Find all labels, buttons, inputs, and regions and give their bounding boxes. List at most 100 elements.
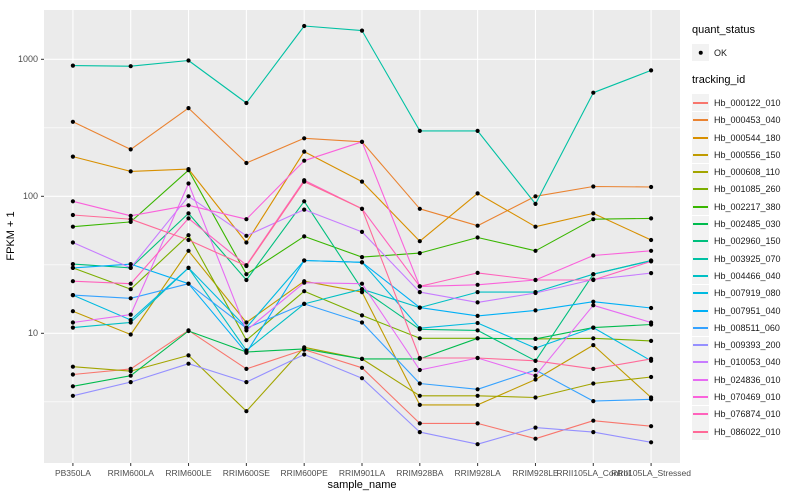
data-point [128, 332, 133, 337]
data-point [186, 248, 191, 253]
series-color-swatch [693, 395, 708, 398]
data-point [359, 281, 365, 286]
legend-item-label: Hb_001085_260 [714, 184, 781, 195]
series-color-swatch [693, 309, 708, 312]
data-point [186, 211, 191, 216]
data-point [70, 372, 75, 377]
legend-item-Hb_024836_010: Hb_024836_010 [692, 371, 798, 389]
data-point [359, 260, 365, 265]
data-point [244, 272, 249, 277]
data-point [417, 206, 422, 211]
line-key-icon [692, 371, 709, 389]
data-point [244, 100, 249, 106]
y-tick-label: 1000 [17, 54, 38, 65]
data-point [417, 355, 422, 361]
legend-item-label: Hb_000122_010 [714, 97, 781, 108]
data-point [649, 248, 654, 253]
line-key-icon [692, 319, 709, 337]
series-color-swatch [693, 361, 708, 364]
data-point [649, 271, 654, 276]
line-key-icon [692, 267, 709, 285]
data-point [591, 399, 596, 404]
data-point [591, 303, 596, 308]
data-point [70, 393, 75, 398]
series-color-swatch [693, 344, 708, 347]
data-point [186, 168, 191, 173]
legend-item-label: Hb_024836_010 [714, 374, 781, 385]
data-point [359, 206, 365, 211]
data-point [186, 265, 191, 270]
data-point [128, 213, 133, 218]
data-point [475, 387, 480, 392]
data-point [359, 365, 365, 370]
data-point [128, 262, 133, 267]
line-key-icon [692, 302, 709, 319]
legend-item-label: Hb_000556_150 [714, 149, 781, 160]
x-tick-label-RRIM600SE: RRIM600SE [222, 468, 270, 478]
data-point [244, 240, 249, 245]
series-color-swatch [693, 119, 708, 122]
data-point [359, 229, 365, 234]
legend-item-label: Hb_002960_150 [714, 236, 781, 247]
data-point [475, 270, 480, 275]
data-point [359, 255, 365, 260]
data-point [591, 336, 596, 341]
data-point [359, 376, 365, 381]
legend-item-label: Hb_002217_380 [714, 201, 781, 212]
line-key-icon [692, 198, 709, 216]
series-color-swatch [693, 430, 708, 433]
data-point [533, 436, 538, 441]
x-tick-label-RRIM600PE: RRIM600PE [280, 468, 328, 478]
legend-item-label: Hb_000453_040 [714, 115, 781, 126]
data-point [417, 402, 422, 407]
legend-item-Hb_004466_040: Hb_004466_040 [692, 267, 798, 285]
data-point [302, 136, 307, 141]
legend-item-label: Hb_007919_080 [714, 288, 781, 299]
data-point [186, 106, 191, 111]
x-tick-label-RRIM928BA: RRIM928BA [396, 468, 444, 478]
data-point [244, 338, 249, 343]
data-point [302, 346, 307, 351]
data-point [533, 358, 538, 363]
x-tick-label-RRIM600LA: RRIM600LA [107, 468, 154, 478]
data-point [128, 287, 133, 292]
data-point [591, 211, 596, 216]
data-point [591, 430, 596, 435]
data-point [70, 224, 75, 229]
series-color-swatch [693, 257, 708, 260]
data-point [533, 194, 538, 199]
data-point [591, 366, 596, 371]
data-point [417, 290, 422, 295]
data-point [128, 317, 133, 323]
data-point [649, 338, 654, 343]
point-key-icon [692, 44, 709, 62]
y-tick-label: 10 [27, 328, 38, 339]
data-point [649, 440, 654, 445]
data-point [244, 328, 249, 333]
data-point [244, 233, 249, 238]
line-key-icon [692, 111, 709, 129]
data-point [70, 262, 75, 267]
data-point [417, 367, 422, 373]
data-point [70, 293, 75, 298]
data-point [533, 277, 538, 283]
data-point [649, 237, 654, 243]
legend-item-Hb_000453_040: Hb_000453_040 [692, 111, 798, 129]
data-point [302, 258, 307, 263]
data-point [533, 377, 538, 382]
data-point [186, 237, 191, 243]
data-point [70, 240, 75, 245]
legend-item-Hb_010053_040: Hb_010053_040 [692, 353, 798, 371]
data-point [533, 367, 538, 373]
legend-item-label: Hb_004466_040 [714, 270, 781, 281]
data-point [417, 305, 422, 310]
data-point [244, 320, 249, 325]
data-point [591, 277, 596, 283]
legend-item-Hb_007919_080: Hb_007919_080 [692, 284, 798, 302]
legend-item-Hb_000556_150: Hb_000556_150 [692, 146, 798, 164]
legend: quant_status OK tracking_id Hb_000122_01… [692, 24, 798, 441]
x-tick-label-RRIM928LA: RRIM928LA [454, 468, 501, 478]
line-key-icon [692, 336, 709, 354]
data-point [533, 395, 538, 400]
data-point [591, 184, 596, 189]
